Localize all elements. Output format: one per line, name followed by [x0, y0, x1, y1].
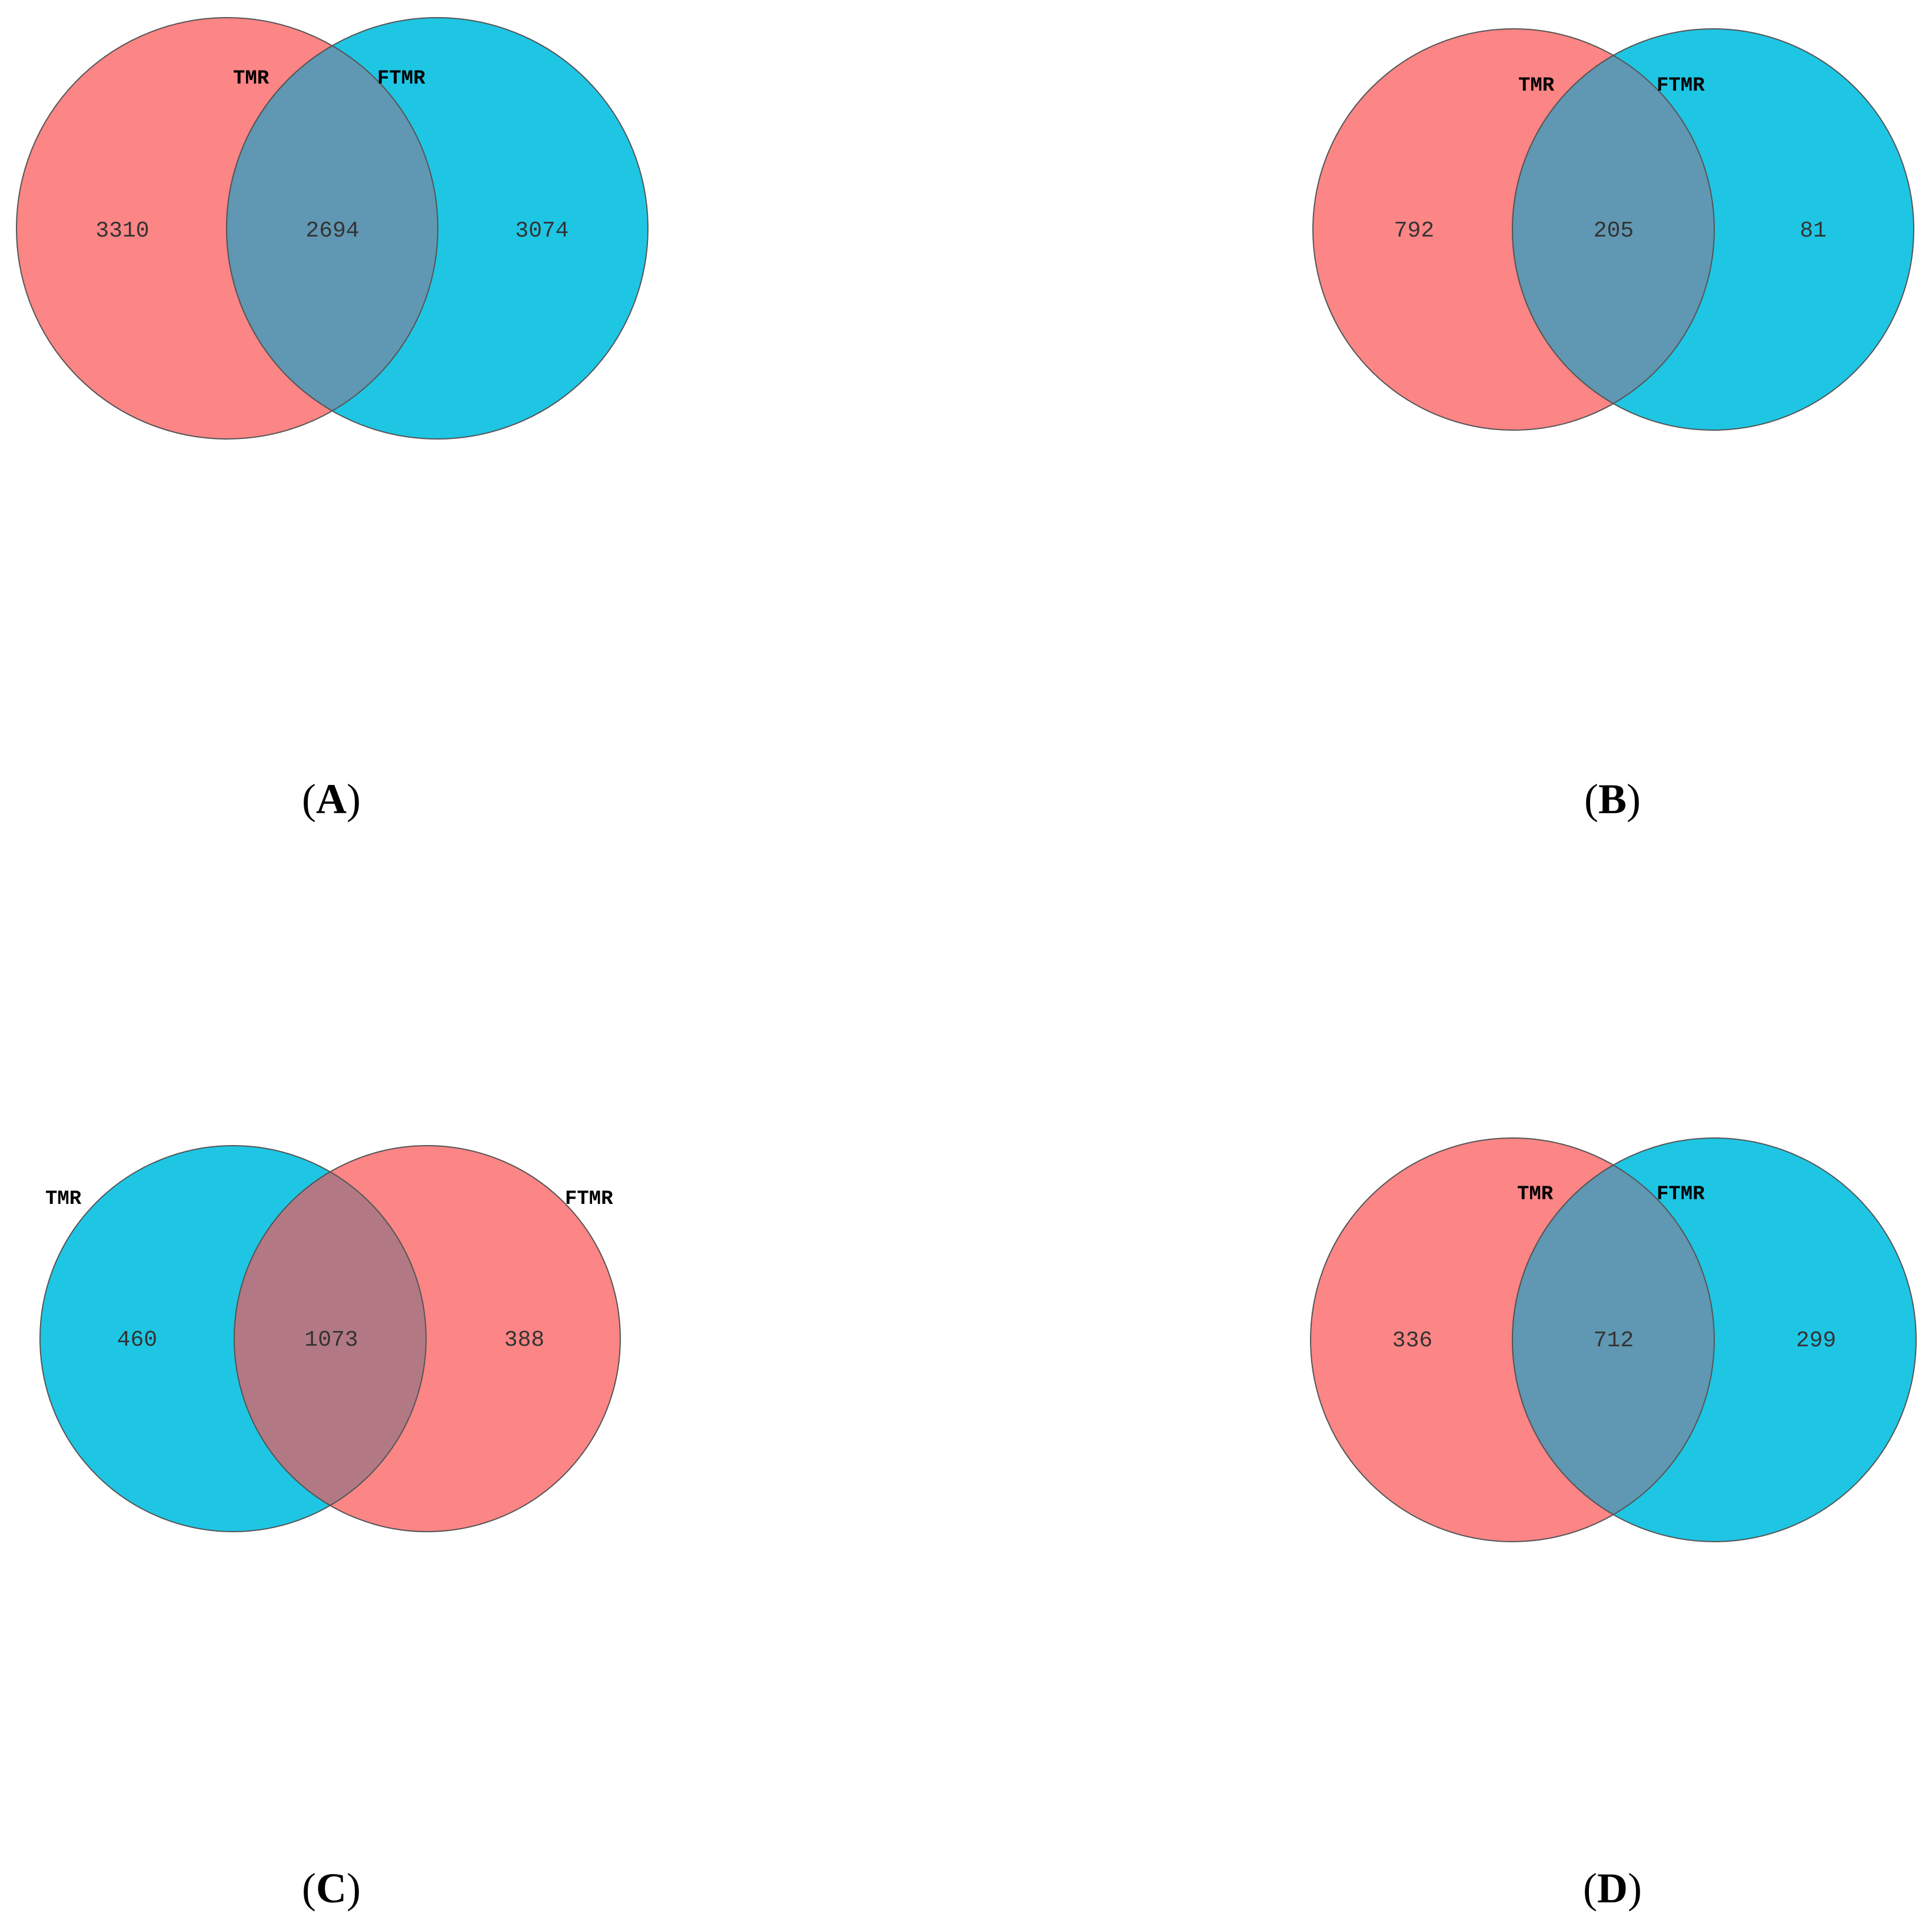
tmr-set-label: TMR	[45, 1188, 82, 1210]
panel-label-c: (C)	[302, 1865, 361, 1912]
overlap-count: 712	[1594, 1328, 1634, 1353]
ftmr-only-count: 388	[504, 1327, 544, 1353]
overlap-region	[1512, 1164, 1715, 1516]
tmr-set-label: TMR	[233, 68, 270, 90]
panel-label-d: (D)	[1583, 1865, 1642, 1912]
tmr-only-count: 792	[1394, 218, 1434, 244]
overlap-region	[226, 45, 438, 412]
overlap-count: 2694	[305, 218, 359, 244]
tmr-only-count: 460	[117, 1327, 157, 1353]
ftmr-only-count: 81	[1800, 218, 1827, 244]
panel-letter-b: B	[1598, 776, 1627, 823]
ftmr-only-count: 3074	[515, 218, 568, 244]
overlap-count: 205	[1594, 218, 1634, 244]
venn-panel-c: TMR FTMR 460 1073 388 (C)	[39, 1145, 621, 1912]
panel-letter-d: D	[1597, 1865, 1628, 1912]
panel-letter-c: C	[316, 1865, 347, 1912]
ftmr-only-count: 299	[1796, 1328, 1836, 1353]
venn-panel-b: TMR FTMR 792 205 81 (B)	[1312, 28, 1914, 823]
tmr-only-count: 336	[1392, 1328, 1432, 1353]
overlap-region	[233, 1171, 427, 1506]
tmr-only-count: 3310	[95, 218, 149, 244]
panel-label-a: (A)	[302, 776, 361, 823]
overlap-count: 1073	[304, 1327, 358, 1353]
panel-letter-a: A	[316, 776, 347, 823]
ftmr-set-label: FTMR	[377, 68, 425, 90]
ftmr-set-label: FTMR	[1657, 75, 1705, 97]
tmr-set-label: TMR	[1518, 75, 1555, 97]
overlap-region	[1512, 54, 1715, 405]
ftmr-set-label: FTMR	[1657, 1183, 1705, 1206]
ftmr-set-label: FTMR	[565, 1188, 613, 1210]
venn-panel-a: TMR FTMR 3310 2694 3074 (A)	[16, 17, 649, 823]
tmr-set-label: TMR	[1517, 1183, 1554, 1206]
venn-panel-d: TMR FTMR 336 712 299 (D)	[1310, 1137, 1917, 1912]
panel-label-b: (B)	[1584, 776, 1641, 823]
